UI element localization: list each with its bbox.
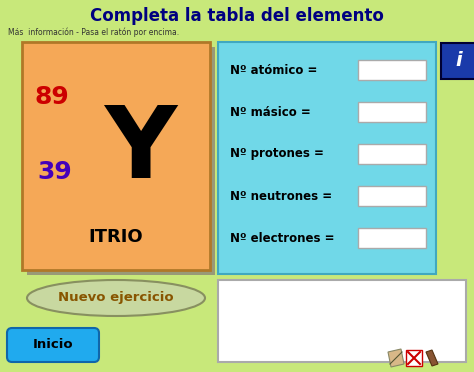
FancyBboxPatch shape [7, 328, 99, 362]
Text: Nº atómico =: Nº atómico = [230, 64, 318, 77]
Text: Más  información - Pasa el ratón por encima.: Más información - Pasa el ratón por enci… [8, 27, 179, 37]
Text: Nº neutrones =: Nº neutrones = [230, 189, 332, 202]
FancyBboxPatch shape [358, 186, 426, 206]
Polygon shape [388, 349, 404, 367]
FancyBboxPatch shape [358, 60, 426, 80]
Text: Y: Y [104, 102, 176, 199]
FancyBboxPatch shape [218, 280, 466, 362]
Text: Nº electrones =: Nº electrones = [230, 231, 335, 244]
Text: ITRIO: ITRIO [89, 228, 143, 246]
Text: Nuevo ejercicio: Nuevo ejercicio [58, 292, 174, 305]
Text: Inicio: Inicio [33, 339, 73, 352]
FancyBboxPatch shape [406, 350, 422, 366]
Polygon shape [426, 350, 438, 366]
FancyBboxPatch shape [358, 144, 426, 164]
FancyBboxPatch shape [27, 47, 215, 275]
FancyBboxPatch shape [358, 228, 426, 248]
Text: i: i [456, 51, 462, 71]
Ellipse shape [27, 280, 205, 316]
FancyBboxPatch shape [441, 43, 474, 79]
FancyBboxPatch shape [22, 42, 210, 270]
Text: Completa la tabla del elemento: Completa la tabla del elemento [90, 7, 384, 25]
Text: 89: 89 [35, 85, 69, 109]
Text: Nº másico =: Nº másico = [230, 106, 311, 119]
Text: 39: 39 [37, 160, 73, 184]
FancyBboxPatch shape [358, 102, 426, 122]
Text: Nº protones =: Nº protones = [230, 148, 324, 160]
FancyBboxPatch shape [218, 42, 436, 274]
